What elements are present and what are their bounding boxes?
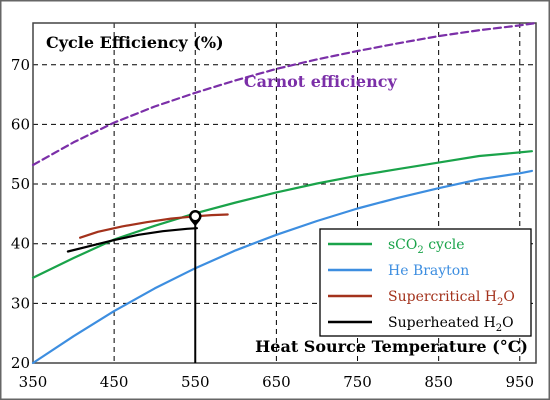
legend-label: Superheated H2O: [388, 315, 514, 334]
series-line-he-brayton: [31, 169, 534, 365]
marker-point: [189, 210, 202, 223]
text-layer: Cycle Efficiency (%) Heat Source Tempera…: [11, 33, 534, 391]
series-line-superheated-h2o: [66, 227, 198, 253]
x-tick-label: 950: [505, 373, 534, 391]
y-tick-label: 40: [11, 235, 30, 253]
x-tick-label: 650: [262, 373, 291, 391]
y-tick-label: 20: [11, 354, 30, 372]
series-line-supercritical-h2o: [78, 213, 229, 239]
x-tick-label: 850: [424, 373, 453, 391]
series-layer: [31, 21, 538, 365]
series-line-sco2-cycle: [31, 150, 534, 279]
series-line-carnot-efficiency: [31, 21, 538, 167]
y-tick-label: 30: [11, 294, 30, 312]
legend-label: He Brayton: [388, 263, 469, 279]
x-axis-title: Heat Source Temperature (°C): [255, 337, 528, 356]
y-axis-title: Cycle Efficiency (%): [46, 33, 224, 52]
legend-label: sCO2 cycle: [388, 237, 465, 256]
legend-label: Supercritical H2O: [388, 289, 515, 308]
marker-layer: [189, 210, 202, 363]
x-tick-label: 750: [343, 373, 372, 391]
legend-box: [319, 228, 532, 337]
x-tick-label: 450: [100, 373, 129, 391]
x-tick-label: 550: [181, 373, 210, 391]
y-tick-label: 50: [11, 175, 30, 193]
x-tick-label: 350: [19, 373, 48, 391]
plot-frame: [32, 22, 537, 364]
y-tick-label: 60: [11, 115, 30, 133]
annotation-label: Carnot efficiency: [244, 72, 398, 91]
y-tick-label: 70: [11, 56, 30, 74]
